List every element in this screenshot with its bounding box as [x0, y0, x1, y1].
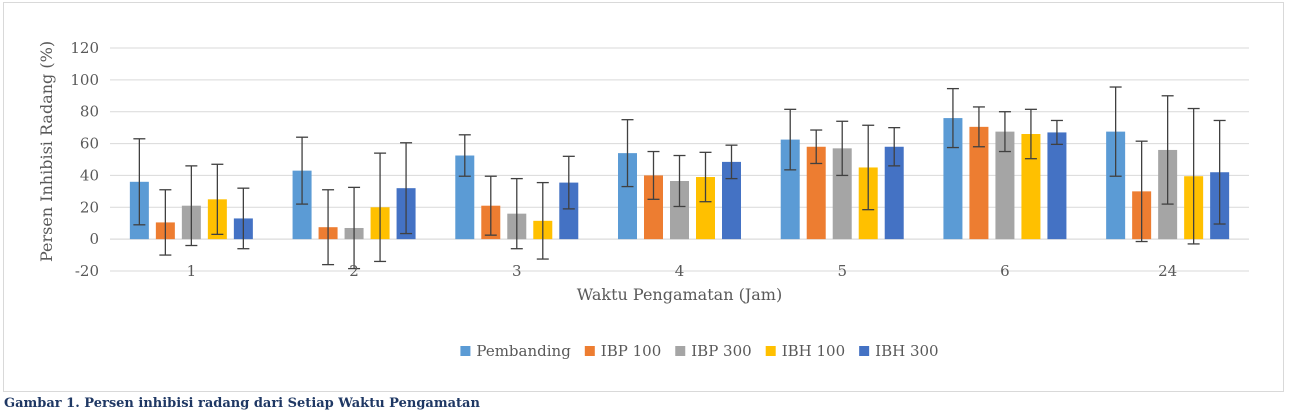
legend-item-ibp-100: IBP 100	[584, 342, 661, 360]
y-tick-label: -20	[75, 262, 99, 280]
bar-pembanding-4	[618, 153, 637, 240]
x-tick-label: 6	[1000, 262, 1010, 280]
y-tick-label: 60	[80, 135, 99, 153]
error-bar	[1050, 119, 1063, 146]
legend-swatch	[675, 346, 686, 356]
legend-item-ibh-100: IBH 100	[765, 342, 845, 360]
bar-ibp-100-6	[969, 126, 989, 240]
legend-label: IBP 300	[691, 342, 751, 360]
legend-swatch	[859, 346, 870, 356]
x-tick-label: 2	[349, 262, 359, 280]
bar-ibh-300-5	[884, 146, 904, 240]
y-tick-label: 100	[70, 71, 99, 89]
bar-pembanding-5	[780, 139, 800, 240]
y-axis-title: Persen Inhibisi Radang (%)	[37, 41, 56, 262]
error-bar	[237, 187, 250, 250]
y-tick-labels: -20 0 20 40 60 80 100 120	[70, 39, 99, 280]
x-tick-label: 3	[512, 262, 522, 280]
legend-swatch	[765, 346, 776, 356]
error-bar	[458, 134, 471, 177]
legend-swatch	[584, 346, 595, 356]
error-bars	[133, 86, 1226, 270]
error-bar	[322, 189, 335, 266]
chart-frame: -20 0 20 40 60 80 100 120 1 2 3 4 5 6 24 Persen Inhib…	[3, 2, 1284, 392]
legend-label: IBH 100	[782, 342, 845, 360]
error-bar	[211, 163, 224, 236]
legend-label: IBH 300	[875, 342, 938, 360]
x-axis-title: Waktu Pengamatan (Jam)	[577, 285, 782, 304]
y-tick-label: 80	[80, 103, 99, 121]
x-tick-label: 4	[675, 262, 685, 280]
legend-label: IBP 100	[601, 342, 661, 360]
error-bar	[972, 106, 985, 148]
error-bar	[159, 189, 172, 256]
bar-ibp-300-4	[670, 181, 689, 240]
x-tick-label: 24	[1158, 262, 1177, 280]
error-bar	[536, 181, 549, 260]
error-bar	[1024, 108, 1037, 160]
error-bar	[647, 150, 660, 200]
bar-ibp-100-5	[806, 146, 826, 240]
figure-caption: Gambar 1. Persen inhibisi radang dari Se…	[4, 396, 480, 411]
bar-ibp-300-5	[832, 148, 852, 240]
error-bar	[725, 144, 738, 180]
bar-ibp-100-4	[644, 175, 663, 240]
legend-item-ibh-300: IBH 300	[859, 342, 939, 360]
error-bar	[1187, 107, 1200, 245]
error-bar	[510, 177, 523, 250]
error-bar	[810, 129, 823, 165]
legend: Pembanding IBP 100 IBP 300 IBH 100 IBH 300	[460, 342, 939, 360]
error-bar	[484, 175, 497, 236]
y-tick-label: 0	[89, 230, 99, 248]
error-bar	[862, 124, 875, 211]
legend-label: Pembanding	[476, 342, 571, 360]
error-bar	[1135, 140, 1148, 243]
error-bar	[836, 120, 849, 177]
error-bar	[1161, 95, 1174, 205]
bar-ibh-100-6	[1021, 134, 1041, 240]
bar-pembanding-24	[1106, 131, 1126, 240]
error-bar	[621, 119, 634, 188]
error-bar	[784, 108, 797, 171]
y-tick-label: 40	[80, 166, 99, 184]
error-bar	[185, 165, 198, 247]
error-bar	[699, 151, 712, 203]
bar-pembanding-6	[943, 118, 963, 240]
bar-ibh-300-4	[722, 161, 741, 240]
error-bar	[400, 142, 413, 235]
bar-ibp-300-6	[995, 131, 1015, 240]
error-bar	[946, 87, 959, 149]
error-bar	[673, 154, 686, 208]
x-tick-label: 5	[837, 262, 847, 280]
error-bar	[562, 155, 575, 210]
y-tick-label: 120	[70, 39, 99, 57]
bar-pembanding-2	[292, 170, 312, 240]
legend-item-pembanding: Pembanding	[460, 342, 571, 360]
bar-ibh-300-6	[1047, 132, 1067, 240]
error-bar	[133, 138, 146, 226]
legend-item-ibp-300: IBP 300	[675, 342, 752, 360]
error-bar	[348, 186, 361, 270]
error-bar	[998, 111, 1011, 153]
bar-ibh-100-4	[696, 177, 715, 240]
bar-ibh-300-3	[559, 182, 579, 240]
bar-chart: -20 0 20 40 60 80 100 120 1 2 3 4 5 6 24 Persen Inhib…	[37, 39, 1249, 360]
legend-swatch	[460, 346, 471, 356]
x-tick-labels: 1 2 3 4 5 6 24	[187, 262, 1178, 280]
x-tick-label: 1	[187, 262, 197, 280]
error-bar	[1109, 86, 1122, 177]
error-bar	[888, 126, 901, 167]
error-bar	[296, 136, 309, 205]
y-tick-label: 20	[80, 198, 99, 216]
error-bar	[1213, 119, 1226, 225]
error-bar	[374, 152, 387, 263]
